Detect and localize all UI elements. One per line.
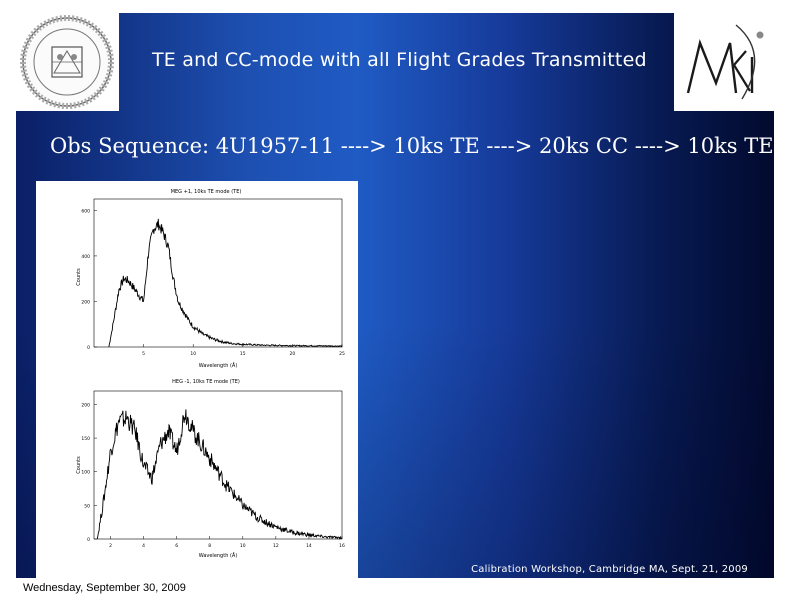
- x-tick-label: 4: [142, 543, 145, 549]
- top-chart-frame: [93, 198, 343, 348]
- observation-sequence-text: Obs Sequence: 4U1957-11 ----> 10ks TE --…: [50, 134, 774, 158]
- x-tick-label: 10: [190, 351, 196, 357]
- mki-logo: [674, 13, 774, 111]
- footer-credit: Calibration Workshop, Cambridge MA, Sept…: [471, 564, 748, 575]
- top-chart-xlabel: Wavelength (Å): [199, 362, 238, 369]
- slide-title: TE and CC-mode with all Flight Grades Tr…: [152, 49, 647, 71]
- x-tick-label: 15: [240, 351, 246, 357]
- x-tick-label: 2: [109, 543, 112, 549]
- y-tick-label: 200: [81, 402, 90, 408]
- date-stamp: Wednesday, September 30, 2009: [23, 582, 186, 594]
- x-tick-label: 25: [339, 351, 345, 357]
- y-tick-label: 150: [81, 436, 90, 442]
- top-chart: MEG +1, 10ks TE mode (TE) 0 200 400 600 5 10…: [76, 189, 345, 369]
- x-tick-label: 10: [240, 543, 246, 549]
- top-chart-ylabel: Counts: [76, 268, 82, 286]
- x-tick-label: 16: [339, 543, 345, 549]
- bottom-chart: HEG -1, 10ks TE mode (TE) 0 50 100 150 200 2…: [76, 379, 345, 559]
- x-tick-label: 8: [208, 543, 211, 549]
- top-series-line: [108, 218, 343, 348]
- x-tick-label: 14: [306, 543, 312, 549]
- bottom-chart-ylabel: Counts: [76, 456, 82, 474]
- bottom-chart-frame: [93, 390, 343, 540]
- x-tick-label: 20: [290, 351, 296, 357]
- bottom-chart-title: HEG -1, 10ks TE mode (TE): [172, 379, 240, 385]
- y-tick-label: 0: [87, 345, 90, 351]
- x-tick-label: 6: [175, 543, 178, 549]
- spectra-plot-panel: MEG +1, 10ks TE mode (TE) 0 200 400 600 5 10…: [36, 181, 358, 578]
- y-tick-label: 400: [81, 254, 90, 260]
- mki-logo-icon: [686, 24, 764, 100]
- y-tick-label: 0: [87, 537, 90, 543]
- y-tick-label: 50: [84, 503, 90, 509]
- mit-seal-icon: [20, 15, 114, 109]
- mit-seal-logo: [16, 13, 119, 111]
- top-chart-title: MEG +1, 10ks TE mode (TE): [171, 189, 242, 195]
- y-tick-label: 200: [81, 299, 90, 305]
- y-tick-label: 600: [81, 208, 90, 214]
- bottom-series-line: [96, 409, 342, 540]
- y-tick-label: 100: [81, 470, 90, 476]
- x-tick-label: 12: [273, 543, 279, 549]
- x-tick-label: 5: [142, 351, 145, 357]
- bottom-chart-xlabel: Wavelength (Å): [199, 552, 238, 559]
- slide-canvas: TE and CC-mode with all Flight Grades Tr…: [16, 13, 774, 578]
